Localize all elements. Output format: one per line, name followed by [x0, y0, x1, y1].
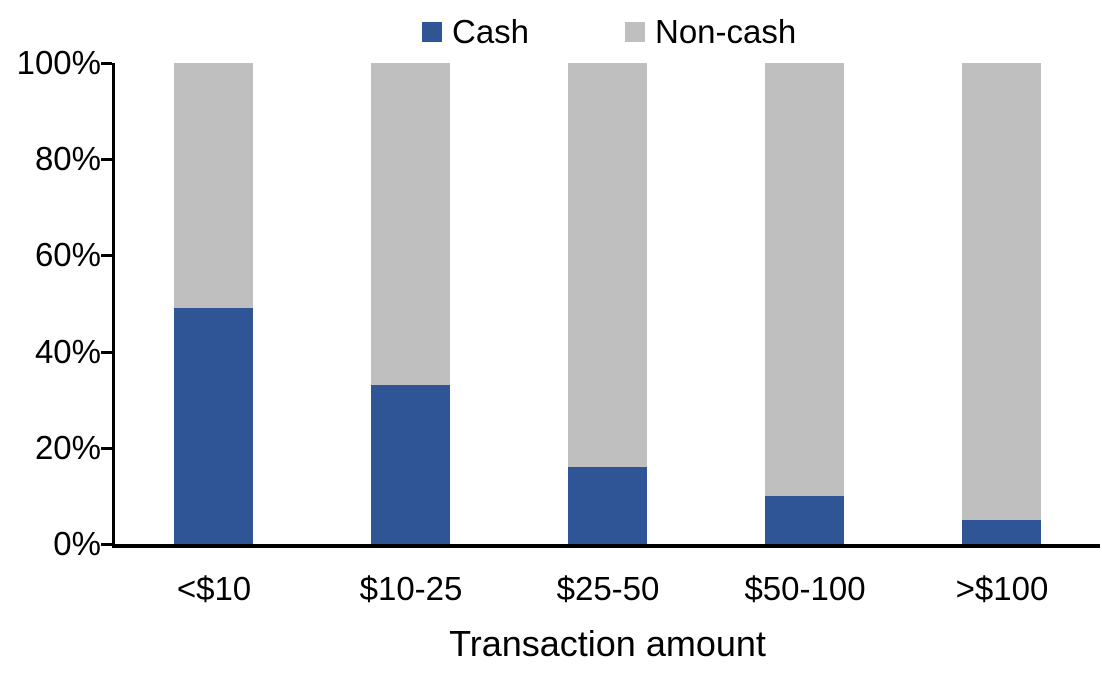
legend-label-cash: Cash [452, 13, 530, 50]
y-axis-tick [101, 350, 112, 354]
y-axis-tick [101, 254, 112, 258]
bar-segment-cash [962, 520, 1041, 544]
x-axis-label: $10-25 [359, 570, 463, 607]
bar-segment-noncash [765, 63, 844, 496]
bar-3 [568, 63, 647, 544]
x-axis-label: $50-100 [744, 570, 866, 607]
y-axis-tick [101, 158, 112, 162]
y-axis-tick-label: 60% [34, 236, 101, 274]
y-axis-line [112, 63, 115, 548]
y-axis-tick [101, 62, 112, 65]
bar-2 [371, 63, 450, 544]
bar-4 [765, 63, 844, 544]
bar-segment-cash [371, 385, 450, 544]
y-axis-tick-label: 20% [34, 428, 101, 466]
bar-segment-cash [568, 467, 647, 544]
bar-5 [962, 63, 1041, 544]
bar-segment-cash [174, 308, 253, 544]
y-axis-tick-label: 0% [53, 525, 101, 562]
y-axis-tick-label: 80% [34, 140, 101, 178]
bar-segment-cash [765, 496, 844, 544]
x-axis-label: >$100 [955, 570, 1049, 607]
legend-label-noncash: Non-cash [655, 13, 797, 50]
bar-segment-noncash [174, 63, 253, 308]
y-axis-tick-label: 40% [34, 332, 101, 370]
x-axis-title: Transaction amount [449, 623, 766, 664]
bar-segment-noncash [371, 63, 450, 385]
noncash-legend-swatch-icon [625, 22, 645, 42]
y-axis-tick [101, 446, 112, 450]
legend-item-cash: Cash [422, 12, 529, 52]
x-axis-label: <$10 [176, 570, 252, 607]
bar-1 [174, 63, 253, 544]
x-axis-line [112, 544, 1100, 548]
x-axis-label: $25-50 [556, 570, 660, 607]
legend-item-noncash: Non-cash [625, 12, 796, 52]
y-axis-tick [101, 543, 112, 546]
bar-segment-noncash [962, 63, 1041, 520]
cash-legend-swatch-icon [422, 22, 442, 42]
y-axis-tick-label: 100% [16, 44, 101, 81]
plot-area [115, 63, 1100, 544]
bar-segment-noncash [568, 63, 647, 467]
